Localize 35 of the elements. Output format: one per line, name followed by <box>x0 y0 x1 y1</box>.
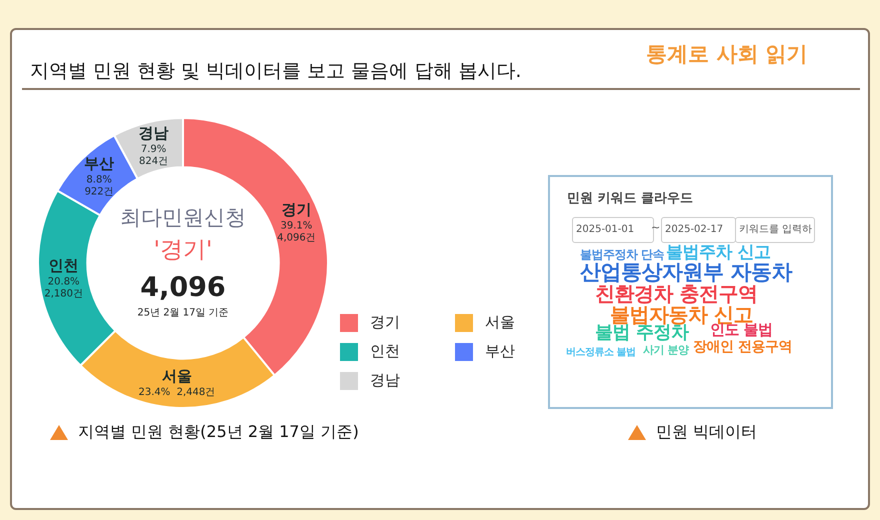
legend-label: 경남 <box>370 371 400 390</box>
text: 사기 분양 <box>643 342 688 358</box>
text: 친환경차 충전구역 <box>595 282 758 306</box>
text: 키워드를 입력하 <box>735 217 815 243</box>
text: 민원 빅데이터 <box>656 422 758 443</box>
slice-label: 부산 <box>84 154 114 173</box>
text: 불법주정차 단속 <box>580 246 664 262</box>
text: 버스정류소 불법 <box>566 346 636 359</box>
text: 25년 2월 17일 기준 <box>137 308 229 319</box>
text: '경기' <box>154 236 212 263</box>
data-label: 7.9% 824건 <box>139 144 168 167</box>
text: 지역별 민원 현황(25년 2월 17일 기준) <box>78 422 359 443</box>
data-label: 20.8% 2,180건 <box>44 276 84 300</box>
data-label: 39.1% 4,096건 <box>277 220 316 244</box>
slice-label: 경남 <box>138 124 169 142</box>
text: 불법주차 신고 <box>666 242 770 262</box>
legend-label: 인천 <box>370 342 400 361</box>
text: 산업통상자원부 자동차 <box>580 260 792 284</box>
slice-label: 서울 <box>162 367 192 386</box>
legend-label: 부산 <box>485 342 515 361</box>
text: 4,096 <box>140 272 226 304</box>
text: 2025-02-17 <box>661 217 736 243</box>
text: ~ <box>651 221 660 234</box>
data-label: 8.8% 922건 <box>84 174 114 198</box>
slice-label: 인천 <box>48 256 79 275</box>
slice-label: 경기 <box>281 200 312 219</box>
text: 통계로 사회 읽기 <box>646 41 808 68</box>
legend-label: 경기 <box>370 313 400 332</box>
data-label: 23.4% 2,448건 <box>138 386 216 398</box>
text: 장애인 전용구역 <box>693 338 792 356</box>
chart-title: 지역별 민원 현황 및 빅데이터를 보고 물음에 답해 봅시다. <box>30 59 522 84</box>
text: 2025-01-01 <box>576 224 634 235</box>
legend-label: 서울 <box>485 313 515 332</box>
text: 최다민원신청 <box>120 205 246 230</box>
text: 민원 키워드 클라우드 <box>567 190 694 207</box>
